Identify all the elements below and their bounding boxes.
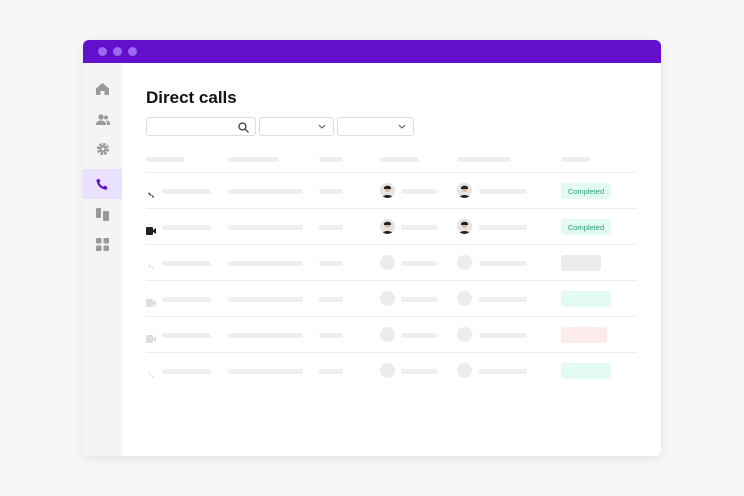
cell-placeholder bbox=[319, 369, 343, 374]
users-icon bbox=[95, 113, 110, 125]
chevron-down-icon bbox=[398, 124, 406, 129]
sidebar-item-home[interactable] bbox=[83, 74, 122, 104]
avatar bbox=[457, 291, 472, 306]
header-placeholder bbox=[561, 157, 590, 162]
cell-placeholder bbox=[401, 225, 437, 230]
cell-placeholder bbox=[162, 297, 211, 302]
avatar bbox=[457, 183, 472, 198]
cell-placeholder bbox=[319, 297, 343, 302]
video-icon bbox=[146, 222, 156, 240]
devices-icon bbox=[96, 207, 109, 221]
app-window: Direct calls Completed Co bbox=[83, 40, 661, 456]
cell-placeholder bbox=[228, 189, 303, 194]
cell-placeholder bbox=[479, 369, 527, 374]
cell-placeholder bbox=[162, 333, 211, 338]
status-badge bbox=[561, 327, 607, 343]
phone-icon bbox=[146, 366, 155, 384]
phone-icon bbox=[146, 258, 155, 276]
window-dot-maximize[interactable] bbox=[128, 47, 137, 56]
avatar bbox=[457, 255, 472, 270]
table-row[interactable] bbox=[146, 352, 637, 388]
cell-placeholder bbox=[479, 261, 527, 266]
phone-icon bbox=[96, 178, 108, 190]
status-badge bbox=[561, 291, 611, 307]
window-dot-close[interactable] bbox=[98, 47, 107, 56]
sidebar-item-users[interactable] bbox=[83, 104, 122, 134]
cell-placeholder bbox=[162, 225, 211, 230]
cell-placeholder bbox=[401, 297, 437, 302]
cell-placeholder bbox=[319, 333, 343, 338]
cell-placeholder bbox=[401, 189, 437, 194]
cell-placeholder bbox=[319, 261, 343, 266]
header-placeholder bbox=[146, 157, 184, 162]
header-placeholder bbox=[380, 157, 419, 162]
header-placeholder bbox=[228, 157, 279, 162]
avatar bbox=[457, 219, 472, 234]
cell-placeholder bbox=[228, 225, 303, 230]
search-icon bbox=[238, 122, 249, 133]
table-row[interactable] bbox=[146, 244, 637, 280]
avatar bbox=[380, 183, 395, 198]
sidebar-item-devices[interactable] bbox=[83, 199, 122, 229]
avatar bbox=[380, 255, 395, 270]
cell-placeholder bbox=[319, 189, 343, 194]
grid-icon bbox=[96, 237, 109, 251]
filter-select-2[interactable] bbox=[337, 117, 414, 136]
cell-placeholder bbox=[401, 369, 437, 374]
table-row[interactable]: Completed bbox=[146, 172, 637, 208]
video-icon bbox=[146, 294, 156, 312]
chevron-down-icon bbox=[318, 124, 326, 129]
cell-placeholder bbox=[401, 333, 437, 338]
avatar bbox=[457, 363, 472, 378]
sidebar-item-apps[interactable] bbox=[83, 229, 122, 259]
home-icon bbox=[96, 83, 109, 95]
header-placeholder bbox=[319, 157, 343, 162]
sidebar-item-calls[interactable] bbox=[83, 169, 122, 199]
cell-placeholder bbox=[162, 189, 211, 194]
cell-placeholder bbox=[319, 225, 343, 230]
cell-placeholder bbox=[228, 369, 303, 374]
phone-icon bbox=[146, 186, 155, 204]
avatar bbox=[380, 291, 395, 306]
page-title: Direct calls bbox=[146, 88, 237, 107]
avatar bbox=[380, 363, 395, 378]
search-input[interactable] bbox=[146, 117, 256, 136]
cell-placeholder bbox=[479, 225, 527, 230]
sidebar-item-settings[interactable] bbox=[83, 134, 122, 164]
cell-placeholder bbox=[479, 189, 527, 194]
cell-placeholder bbox=[479, 333, 527, 338]
status-badge: Completed bbox=[561, 183, 611, 199]
header-placeholder bbox=[457, 157, 511, 162]
window-dot-minimize[interactable] bbox=[113, 47, 122, 56]
filter-select-1[interactable] bbox=[259, 117, 334, 136]
avatar bbox=[457, 327, 472, 342]
status-badge: Completed bbox=[561, 219, 611, 235]
cell-placeholder bbox=[401, 261, 437, 266]
table-row[interactable] bbox=[146, 280, 637, 316]
table-row[interactable] bbox=[146, 316, 637, 352]
cell-placeholder bbox=[162, 369, 211, 374]
status-badge bbox=[561, 255, 601, 271]
video-icon bbox=[146, 330, 156, 348]
avatar bbox=[380, 327, 395, 342]
title-bar bbox=[83, 40, 661, 63]
table-row[interactable]: Completed bbox=[146, 208, 637, 244]
cell-placeholder bbox=[228, 261, 303, 266]
status-badge bbox=[561, 363, 611, 379]
avatar bbox=[380, 219, 395, 234]
gear-icon bbox=[96, 142, 109, 156]
main-content: Direct calls Completed Co bbox=[122, 63, 661, 456]
cell-placeholder bbox=[228, 297, 303, 302]
sidebar bbox=[83, 63, 122, 456]
cell-placeholder bbox=[228, 333, 303, 338]
cell-placeholder bbox=[479, 297, 527, 302]
cell-placeholder bbox=[162, 261, 211, 266]
